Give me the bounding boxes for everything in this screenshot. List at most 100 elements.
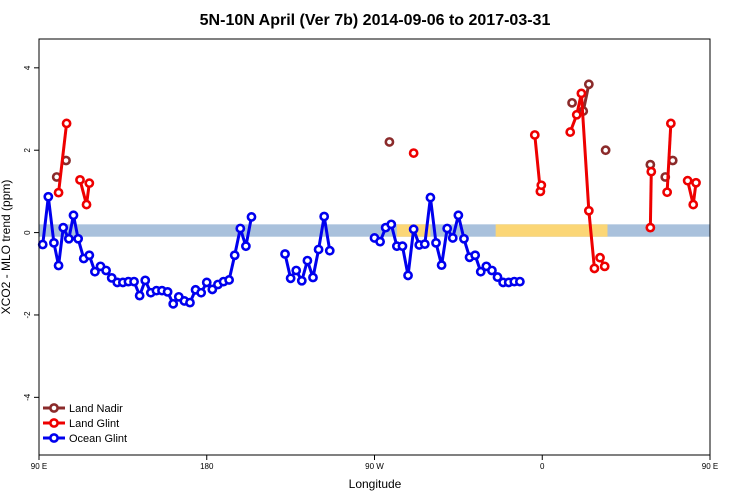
data-point	[487, 265, 497, 276]
data-point	[475, 266, 486, 277]
data-point	[536, 180, 547, 191]
data-point	[296, 275, 307, 286]
data-point	[73, 233, 84, 244]
y-tick-label: 0	[23, 230, 32, 235]
data-point	[492, 272, 503, 282]
legend-swatch-marker	[49, 403, 59, 413]
data-point	[84, 178, 95, 189]
data-point	[565, 127, 576, 137]
y-tick-label: -4	[23, 393, 32, 401]
data-point	[49, 237, 59, 248]
data-point	[646, 166, 657, 177]
data-point	[81, 199, 92, 210]
data-point	[101, 265, 111, 276]
data-point	[595, 252, 605, 263]
legend-item: Land Glint	[43, 418, 119, 430]
data-point	[224, 275, 235, 285]
data-point	[285, 273, 296, 284]
chart-title: 5N-10N April (Ver 7b) 2014-09-06 to 2017…	[200, 12, 551, 29]
data-point	[470, 250, 481, 261]
series-line	[665, 123, 673, 193]
data-point	[514, 276, 525, 287]
data-point	[682, 175, 693, 186]
legend-swatch-marker	[49, 418, 59, 428]
background-bands	[39, 224, 710, 237]
series-line	[648, 171, 653, 228]
data-point	[63, 233, 74, 244]
data-point	[447, 233, 458, 243]
data-point	[386, 219, 397, 230]
series-land-glint	[53, 88, 701, 274]
y-tick-label: 4	[23, 65, 32, 70]
data-point	[37, 239, 48, 250]
data-point	[319, 211, 330, 222]
data-point	[459, 233, 469, 244]
data-point	[168, 298, 179, 309]
data-point	[583, 79, 594, 90]
data-point	[129, 276, 139, 287]
series-line	[373, 196, 520, 284]
data-point	[140, 275, 151, 286]
plot-area	[37, 79, 701, 309]
x-axis-label: Longitude	[349, 477, 402, 491]
data-point	[425, 192, 436, 203]
data-point	[196, 287, 207, 298]
data-point	[246, 212, 257, 222]
data-point	[61, 118, 72, 129]
y-tick-label: -2	[23, 311, 32, 319]
x-tick-label: 180	[200, 462, 214, 471]
data-point	[207, 284, 218, 295]
data-point	[375, 236, 385, 247]
legend: Land Nadir Land Glint Ocean Glint	[43, 403, 127, 445]
x-tick-label: 90 W	[365, 462, 384, 471]
legend-label: Ocean Glint	[69, 433, 127, 445]
series-ocean-glint	[37, 191, 525, 309]
data-point	[403, 270, 413, 281]
legend-swatch-marker	[49, 433, 59, 443]
data-point	[90, 266, 100, 277]
data-point	[665, 118, 676, 129]
series-line	[57, 123, 69, 193]
data-point	[589, 263, 600, 274]
data-point	[280, 249, 290, 259]
data-point	[75, 174, 85, 185]
data-point	[529, 130, 540, 140]
data-point	[384, 137, 395, 147]
data-point	[201, 277, 212, 288]
data-point	[291, 265, 302, 276]
data-point	[408, 224, 419, 235]
data-point	[688, 199, 699, 210]
data-point	[583, 205, 594, 216]
legend-label: Land Glint	[69, 418, 119, 430]
land-band-1	[495, 224, 608, 237]
legend-item: Ocean Glint	[43, 433, 127, 445]
data-point	[58, 222, 69, 233]
x-tick-label: 90 E	[702, 462, 718, 471]
data-point	[84, 250, 95, 261]
data-point	[442, 223, 453, 234]
legend-item: Land Nadir	[43, 403, 123, 415]
data-point	[691, 177, 701, 188]
data-point	[599, 261, 610, 272]
data-point	[240, 241, 251, 252]
x-tick-label: 0	[540, 462, 545, 471]
data-point	[436, 260, 447, 271]
x-axis: 90 E 180 90 W 0 90 E	[31, 455, 718, 471]
data-point	[313, 244, 324, 255]
y-axis-label: XCO2 - MLO trend (ppm)	[0, 180, 13, 315]
data-point	[53, 187, 64, 198]
data-point	[645, 222, 656, 233]
x-tick-label: 90 E	[31, 462, 47, 471]
data-point	[68, 210, 79, 221]
data-point	[567, 97, 577, 108]
data-point	[43, 191, 54, 202]
data-point	[302, 255, 313, 266]
data-point	[419, 239, 430, 250]
data-point	[397, 241, 408, 252]
series-line	[568, 91, 596, 269]
data-point	[134, 290, 145, 301]
data-point	[53, 260, 64, 271]
data-point	[235, 223, 246, 234]
y-axis: -4 -2 0 2 4	[23, 65, 39, 401]
data-point	[453, 210, 464, 221]
